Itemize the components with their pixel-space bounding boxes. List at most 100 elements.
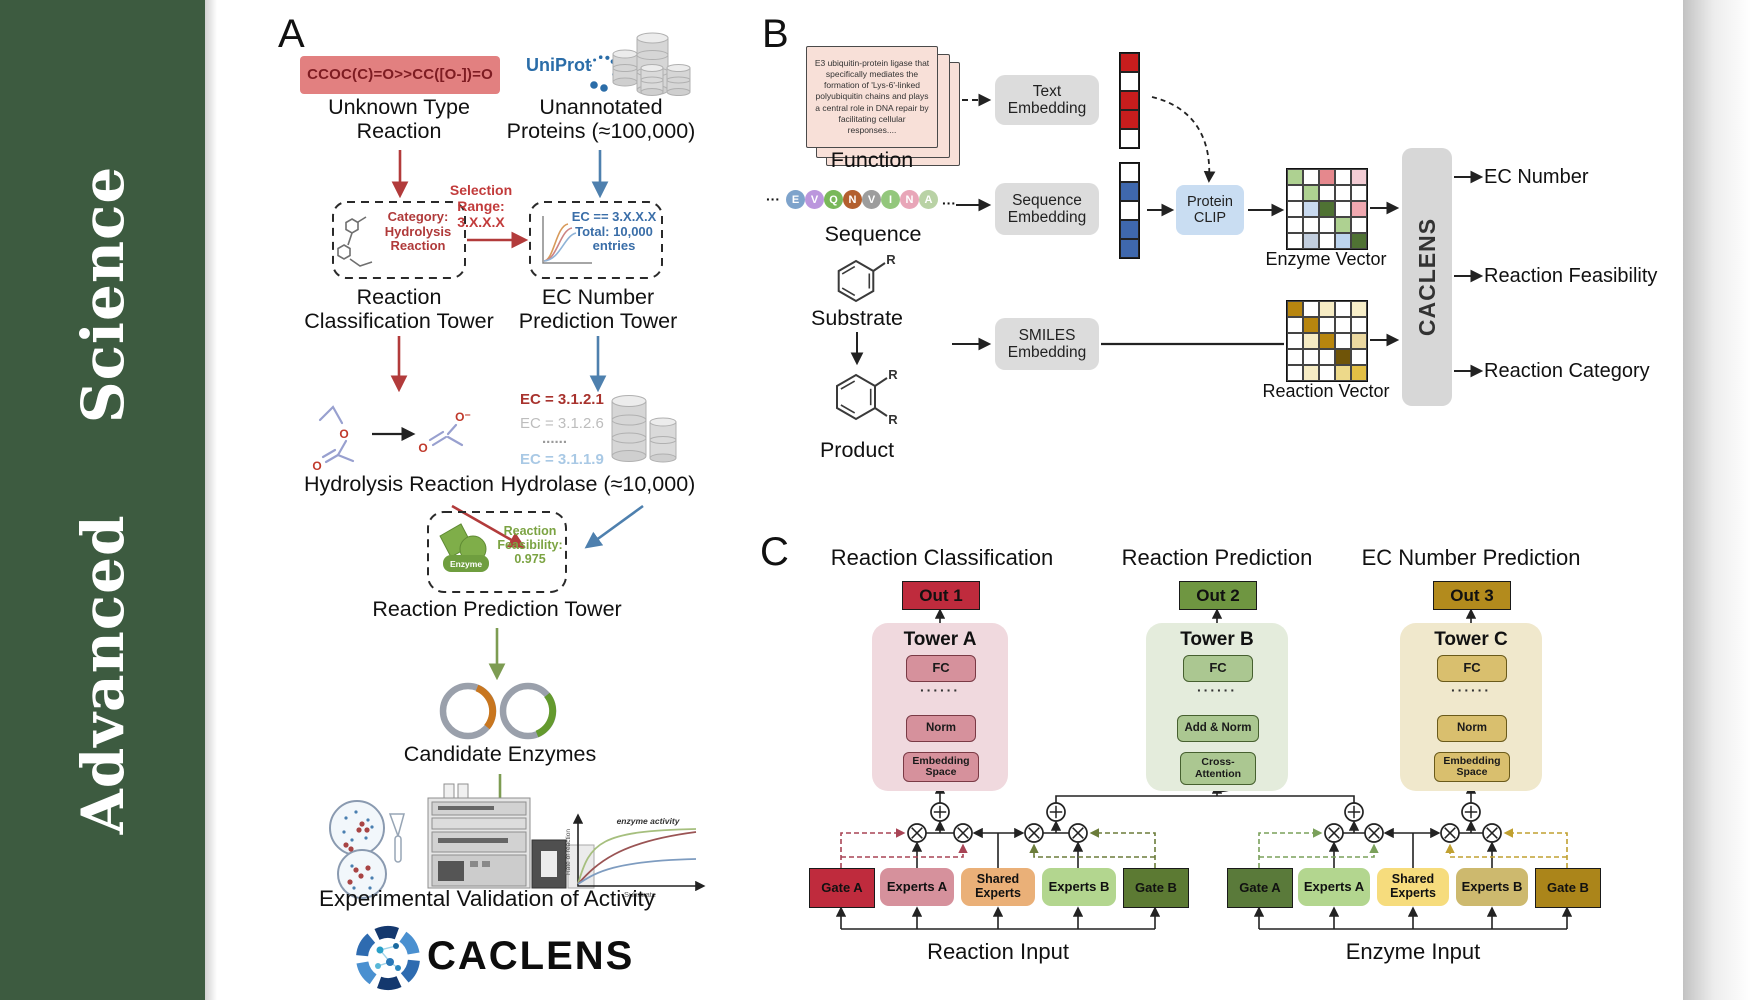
- matrix-cell: [1287, 233, 1303, 249]
- multiply-icon: [953, 823, 973, 843]
- svg-text:Rate of reaction: Rate of reaction: [565, 829, 572, 875]
- residue-circle: N: [843, 190, 862, 209]
- svg-text:R: R: [888, 412, 898, 427]
- enzyme-icon: Enzyme: [439, 523, 489, 572]
- feasibility-label: Reaction Feasibility: 0.975: [497, 524, 563, 567]
- plasmid-icons: [439, 682, 557, 740]
- matrix-cell: [1335, 217, 1351, 233]
- output-ec-number: EC Number: [1484, 166, 1589, 188]
- vector-cell: [1120, 72, 1139, 91]
- matrix-cell: [1335, 333, 1351, 349]
- feasibility-dashed-box: [427, 511, 567, 593]
- panelB-label: B: [762, 12, 789, 56]
- enzyme-gate-b: Gate B: [1535, 868, 1601, 908]
- svg-text:enzyme activity: enzyme activity: [617, 816, 681, 826]
- vector-cell: [1120, 53, 1139, 72]
- matrix-cell: [1335, 317, 1351, 333]
- reaction-experts-b: Experts B: [1042, 868, 1116, 906]
- classification-tower-label: Reaction Classification Tower: [304, 285, 494, 334]
- svg-text:O⁻: O⁻: [455, 410, 471, 424]
- pipette-tip-icon: [388, 813, 405, 839]
- matrix-cell: [1351, 333, 1367, 349]
- residue-circle: V: [862, 190, 881, 209]
- tower-a-norm: Norm: [906, 715, 976, 742]
- multiply-icon: [1024, 823, 1044, 843]
- svg-text:O: O: [339, 427, 348, 441]
- microscopy-dish-icons: [329, 800, 405, 899]
- matrix-cell: [1303, 301, 1319, 317]
- multiply-icon: [1364, 823, 1384, 843]
- vector-cell: [1120, 110, 1139, 129]
- vector-cell: [1120, 182, 1139, 201]
- text-embedding-box: Text Embedding: [995, 75, 1099, 125]
- matrix-cell: [1303, 333, 1319, 349]
- matrix-cell: [1287, 333, 1303, 349]
- matrix-cell: [1303, 185, 1319, 201]
- gate-routing-dashed: [840, 828, 1568, 868]
- product-structure: R R: [836, 367, 898, 427]
- multiply-icon: [1482, 823, 1502, 843]
- reaction-prediction-title: Reaction Prediction: [1121, 545, 1313, 570]
- smiles-embedding-box: SMILES Embedding: [995, 318, 1099, 370]
- out2-box: Out 2: [1179, 581, 1257, 610]
- tower-b-title: Tower B: [1180, 629, 1254, 650]
- sidebar-edge-shadow: [205, 0, 217, 1000]
- function-card: E3 ubiquitin-protein ligase that specifi…: [806, 46, 938, 148]
- tower-c-embedding: Embedding Space: [1434, 752, 1510, 782]
- category-label: Category: Hydrolysis Reaction: [384, 209, 452, 254]
- residue-circle: I: [881, 190, 900, 209]
- reaction-gate-a: Gate A: [809, 868, 875, 908]
- hydrolysis-reaction-structures: O O O⁻ O: [312, 405, 471, 473]
- tower-a-title: Tower A: [903, 629, 977, 650]
- ec-result-2: EC = 3.1.2.6: [520, 415, 604, 432]
- enzyme-experts-a: Experts A: [1298, 868, 1370, 906]
- matrix-cell: [1351, 169, 1367, 185]
- protein-clip-box: Protein CLIP: [1176, 185, 1244, 235]
- text-embedding-vector: [1119, 52, 1140, 149]
- multiply-add-nodes: [907, 802, 1502, 843]
- function-label: Function: [830, 148, 914, 172]
- svg-text:Enzyme: Enzyme: [450, 559, 482, 569]
- ec-curves-mini-plot: [542, 216, 592, 264]
- panelB-arrows: [850, 93, 1484, 378]
- enzyme-gate-a: Gate A: [1227, 868, 1293, 908]
- candidate-enzymes-label: Candidate Enzymes: [403, 742, 597, 766]
- multiply-icon: [1324, 823, 1344, 843]
- matrix-cell: [1351, 301, 1367, 317]
- matrix-cell: [1303, 349, 1319, 365]
- tower-a-embedding: Embedding Space: [903, 752, 979, 782]
- svg-text:O: O: [312, 459, 321, 473]
- sequence-embedding-vector: [1119, 162, 1140, 259]
- reaction-gate-b: Gate B: [1123, 868, 1189, 908]
- matrix-cell: [1319, 333, 1335, 349]
- molecule-doodle-icon: [337, 216, 373, 267]
- panelC-moe-wiring: [835, 729, 1573, 930]
- enzyme-vector-matrix: [1286, 168, 1368, 250]
- reaction-experts-a: Experts A: [880, 868, 954, 906]
- matrix-cell: [1319, 185, 1335, 201]
- matrix-cell: [1319, 317, 1335, 333]
- matrix-cell: [1319, 301, 1335, 317]
- matrix-cell: [1287, 349, 1303, 365]
- matrix-cell: [1319, 233, 1335, 249]
- matrix-cell: [1351, 233, 1367, 249]
- substrate-structure: R: [837, 252, 896, 303]
- add-icon: [930, 802, 950, 822]
- journal-sidebar: Advanced Science: [0, 0, 205, 1000]
- add-icon: [1461, 802, 1481, 822]
- matrix-cell: [1335, 185, 1351, 201]
- enzyme-experts-b: Experts B: [1456, 868, 1528, 906]
- hydrolase-database-icon: [611, 395, 677, 463]
- matrix-cell: [1351, 201, 1367, 217]
- matrix-cell: [1319, 349, 1335, 365]
- out1-box: Out 1: [902, 581, 980, 610]
- matrix-cell: [1287, 201, 1303, 217]
- matrix-cell: [1335, 201, 1351, 217]
- residue-circle: Q: [824, 190, 843, 209]
- matrix-cell: [1303, 169, 1319, 185]
- enzyme-activity-plot: enzyme activity Rate of reaction Substra…: [565, 813, 706, 899]
- matrix-cell: [1303, 217, 1319, 233]
- vector-cell: [1120, 163, 1139, 182]
- matrix-cell: [1335, 233, 1351, 249]
